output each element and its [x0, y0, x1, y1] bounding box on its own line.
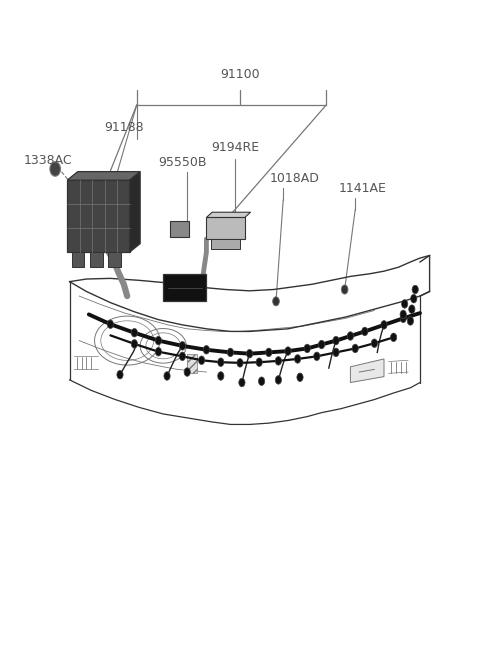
Circle shape	[412, 286, 418, 293]
Bar	[108, 252, 121, 267]
Circle shape	[132, 329, 138, 337]
Circle shape	[256, 358, 263, 366]
Circle shape	[275, 356, 281, 365]
Circle shape	[107, 320, 114, 329]
Text: 9194RE: 9194RE	[211, 141, 259, 154]
Circle shape	[266, 348, 272, 356]
Circle shape	[155, 337, 161, 345]
Polygon shape	[170, 221, 189, 237]
Circle shape	[155, 347, 161, 356]
Polygon shape	[187, 354, 197, 373]
Circle shape	[184, 368, 190, 376]
Circle shape	[180, 342, 185, 350]
Bar	[72, 252, 84, 267]
Polygon shape	[67, 180, 130, 252]
Circle shape	[164, 372, 170, 380]
Polygon shape	[206, 212, 251, 217]
Circle shape	[203, 346, 209, 354]
Circle shape	[275, 376, 281, 384]
Circle shape	[258, 377, 265, 385]
Circle shape	[132, 339, 138, 348]
Circle shape	[50, 162, 60, 176]
Circle shape	[390, 333, 396, 342]
Circle shape	[410, 294, 417, 303]
Circle shape	[400, 314, 406, 322]
Circle shape	[237, 359, 243, 367]
Bar	[90, 252, 103, 267]
Circle shape	[341, 285, 348, 294]
Text: 91100: 91100	[220, 68, 260, 81]
Circle shape	[247, 350, 253, 358]
Polygon shape	[130, 172, 140, 252]
Circle shape	[314, 352, 320, 360]
Circle shape	[218, 358, 224, 366]
Text: 1141AE: 1141AE	[338, 181, 386, 195]
Text: 1338AC: 1338AC	[24, 154, 72, 167]
Circle shape	[352, 345, 358, 352]
Circle shape	[381, 320, 387, 329]
Circle shape	[199, 356, 204, 364]
Circle shape	[180, 352, 185, 360]
Circle shape	[400, 310, 406, 318]
Circle shape	[333, 337, 339, 345]
Circle shape	[297, 373, 303, 381]
Polygon shape	[67, 172, 140, 180]
Circle shape	[333, 348, 339, 356]
Circle shape	[117, 371, 123, 379]
Circle shape	[285, 347, 291, 355]
Circle shape	[408, 305, 415, 313]
Text: 1018AD: 1018AD	[270, 172, 320, 185]
Circle shape	[239, 379, 245, 386]
Circle shape	[372, 339, 378, 347]
Bar	[163, 274, 206, 301]
Circle shape	[295, 355, 300, 363]
Circle shape	[218, 372, 224, 380]
Text: 95550B: 95550B	[158, 156, 207, 169]
Circle shape	[227, 348, 233, 356]
Circle shape	[362, 328, 368, 335]
Bar	[211, 239, 240, 249]
Circle shape	[401, 299, 408, 308]
Polygon shape	[206, 217, 245, 239]
Circle shape	[273, 297, 279, 306]
Circle shape	[304, 345, 310, 352]
Text: 91188: 91188	[105, 121, 144, 134]
Circle shape	[319, 341, 325, 348]
Polygon shape	[350, 359, 384, 383]
Circle shape	[347, 331, 353, 341]
Circle shape	[407, 317, 413, 325]
